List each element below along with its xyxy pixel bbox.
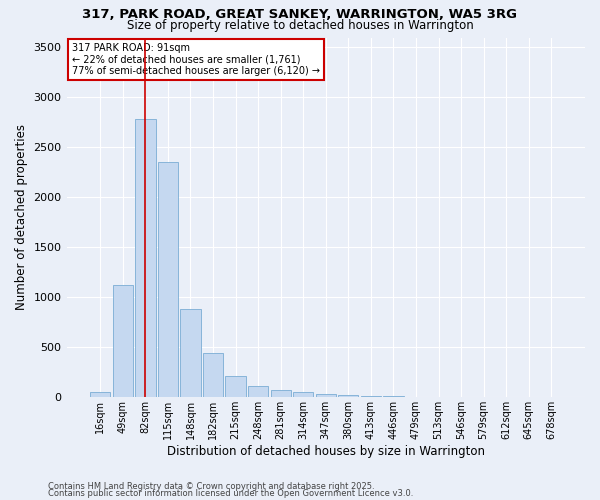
Bar [226, 376, 246, 397]
Bar [90, 392, 110, 397]
Bar [203, 353, 223, 397]
Bar [316, 394, 336, 397]
Text: 317, PARK ROAD, GREAT SANKEY, WARRINGTON, WA5 3RG: 317, PARK ROAD, GREAT SANKEY, WARRINGTON… [83, 8, 517, 20]
Text: Contains public sector information licensed under the Open Government Licence v3: Contains public sector information licen… [48, 489, 413, 498]
Bar [181, 309, 200, 397]
Text: Contains HM Land Registry data © Crown copyright and database right 2025.: Contains HM Land Registry data © Crown c… [48, 482, 374, 491]
Bar [338, 396, 358, 397]
Text: Size of property relative to detached houses in Warrington: Size of property relative to detached ho… [127, 18, 473, 32]
Text: 317 PARK ROAD: 91sqm
← 22% of detached houses are smaller (1,761)
77% of semi-de: 317 PARK ROAD: 91sqm ← 22% of detached h… [72, 43, 320, 76]
Bar [113, 285, 133, 397]
Bar [271, 390, 291, 397]
Bar [361, 396, 381, 397]
Y-axis label: Number of detached properties: Number of detached properties [15, 124, 28, 310]
X-axis label: Distribution of detached houses by size in Warrington: Distribution of detached houses by size … [167, 444, 485, 458]
Bar [135, 120, 155, 397]
Bar [248, 386, 268, 397]
Bar [293, 392, 313, 397]
Bar [158, 162, 178, 397]
